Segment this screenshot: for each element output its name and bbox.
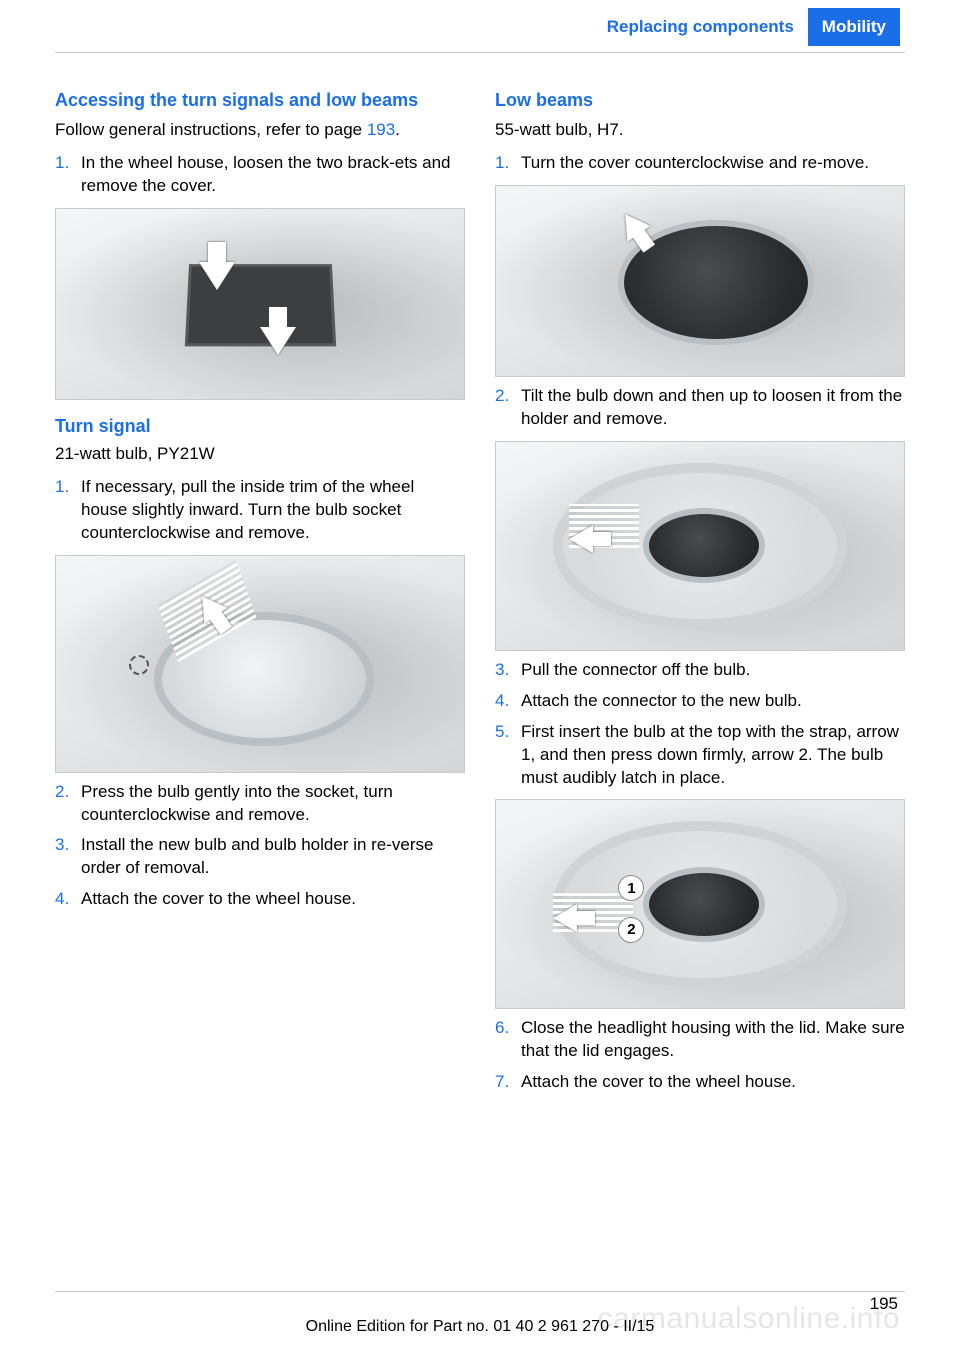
footer-edition: Online Edition for Part no. 01 40 2 961 …: [0, 1318, 960, 1336]
intro-suffix: .: [395, 120, 400, 139]
figure-tilt-bulb: [495, 441, 905, 651]
low-beams-steps-1: 1. Turn the cover counterclockwise and r…: [495, 152, 905, 175]
intro-text: Follow general instructions, refer to pa…: [55, 119, 465, 142]
step-number: 5.: [495, 721, 521, 790]
step-number: 1.: [55, 476, 81, 545]
low-step-3: 3. Pull the connector off the bulb.: [495, 659, 905, 682]
heading-turn-signal: Turn signal: [55, 416, 465, 437]
left-column: Accessing the turn signals and low beams…: [55, 90, 465, 1104]
low-step-1: 1. Turn the cover counterclockwise and r…: [495, 152, 905, 175]
low-step-6: 6. Close the headlight housing with the …: [495, 1017, 905, 1063]
step-text: Tilt the bulb down and then up to loosen…: [521, 385, 905, 431]
heading-low-beams: Low beams: [495, 90, 905, 111]
step-text: Pull the connector off the bulb.: [521, 659, 905, 682]
step-number: 3.: [495, 659, 521, 682]
figure-insert-bulb: 1 2: [495, 799, 905, 1009]
low-beams-steps-3: 3. Pull the connector off the bulb. 4. A…: [495, 659, 905, 790]
step-number: 4.: [55, 888, 81, 911]
figure-cover-ccw: [495, 185, 905, 377]
step-text: Attach the cover to the wheel house.: [521, 1071, 905, 1094]
page-reference-link[interactable]: 193: [367, 120, 395, 139]
divider-bottom: [55, 1291, 905, 1292]
step-text: Press the bulb gently into the socket, t…: [81, 781, 465, 827]
figure-wheel-house-cover: [55, 208, 465, 400]
step-number: 1.: [495, 152, 521, 175]
step-text: In the wheel house, loosen the two brack…: [81, 152, 465, 198]
access-steps-list: 1. In the wheel house, loosen the two br…: [55, 152, 465, 198]
turn-signal-steps-list: 1. If necessary, pull the inside trim of…: [55, 476, 465, 545]
step-text: Turn the cover counterclockwise and re‐m…: [521, 152, 905, 175]
step-text: Install the new bulb and bulb holder in …: [81, 834, 465, 880]
step-text: Close the headlight housing with the lid…: [521, 1017, 905, 1063]
step-number: 2.: [495, 385, 521, 431]
step-text: Attach the cover to the wheel house.: [81, 888, 465, 911]
page-header: Replacing components Mobility: [593, 8, 900, 46]
heading-accessing: Accessing the turn signals and low beams: [55, 90, 465, 111]
turn-step-3: 3. Install the new bulb and bulb holder …: [55, 834, 465, 880]
turn-signal-spec: 21-watt bulb, PY21W: [55, 443, 465, 466]
step-number: 3.: [55, 834, 81, 880]
low-step-2: 2. Tilt the bulb down and then up to loo…: [495, 385, 905, 431]
figure-bulb-socket: [55, 555, 465, 773]
access-step-1: 1. In the wheel house, loosen the two br…: [55, 152, 465, 198]
step-number: 4.: [495, 690, 521, 713]
turn-step-4: 4. Attach the cover to the wheel house.: [55, 888, 465, 911]
turn-step-1: 1. If necessary, pull the inside trim of…: [55, 476, 465, 545]
turn-step-2: 2. Press the bulb gently into the socket…: [55, 781, 465, 827]
turn-signal-steps-list-2: 2. Press the bulb gently into the socket…: [55, 781, 465, 912]
low-beams-steps-4: 6. Close the headlight housing with the …: [495, 1017, 905, 1094]
low-beams-spec: 55-watt bulb, H7.: [495, 119, 905, 142]
step-number: 2.: [55, 781, 81, 827]
step-text: First insert the bulb at the top with th…: [521, 721, 905, 790]
step-text: If necessary, pull the inside trim of th…: [81, 476, 465, 545]
header-chapter-label: Mobility: [808, 8, 900, 46]
step-number: 6.: [495, 1017, 521, 1063]
divider-top: [55, 52, 905, 53]
header-section-label: Replacing components: [593, 8, 808, 46]
low-step-7: 7. Attach the cover to the wheel house.: [495, 1071, 905, 1094]
page-content: Accessing the turn signals and low beams…: [55, 90, 905, 1104]
step-number: 7.: [495, 1071, 521, 1094]
low-beams-steps-2: 2. Tilt the bulb down and then up to loo…: [495, 385, 905, 431]
right-column: Low beams 55-watt bulb, H7. 1. Turn the …: [495, 90, 905, 1104]
intro-prefix: Follow general instructions, refer to pa…: [55, 120, 367, 139]
step-text: Attach the connector to the new bulb.: [521, 690, 905, 713]
low-step-5: 5. First insert the bulb at the top with…: [495, 721, 905, 790]
step-number: 1.: [55, 152, 81, 198]
low-step-4: 4. Attach the connector to the new bulb.: [495, 690, 905, 713]
